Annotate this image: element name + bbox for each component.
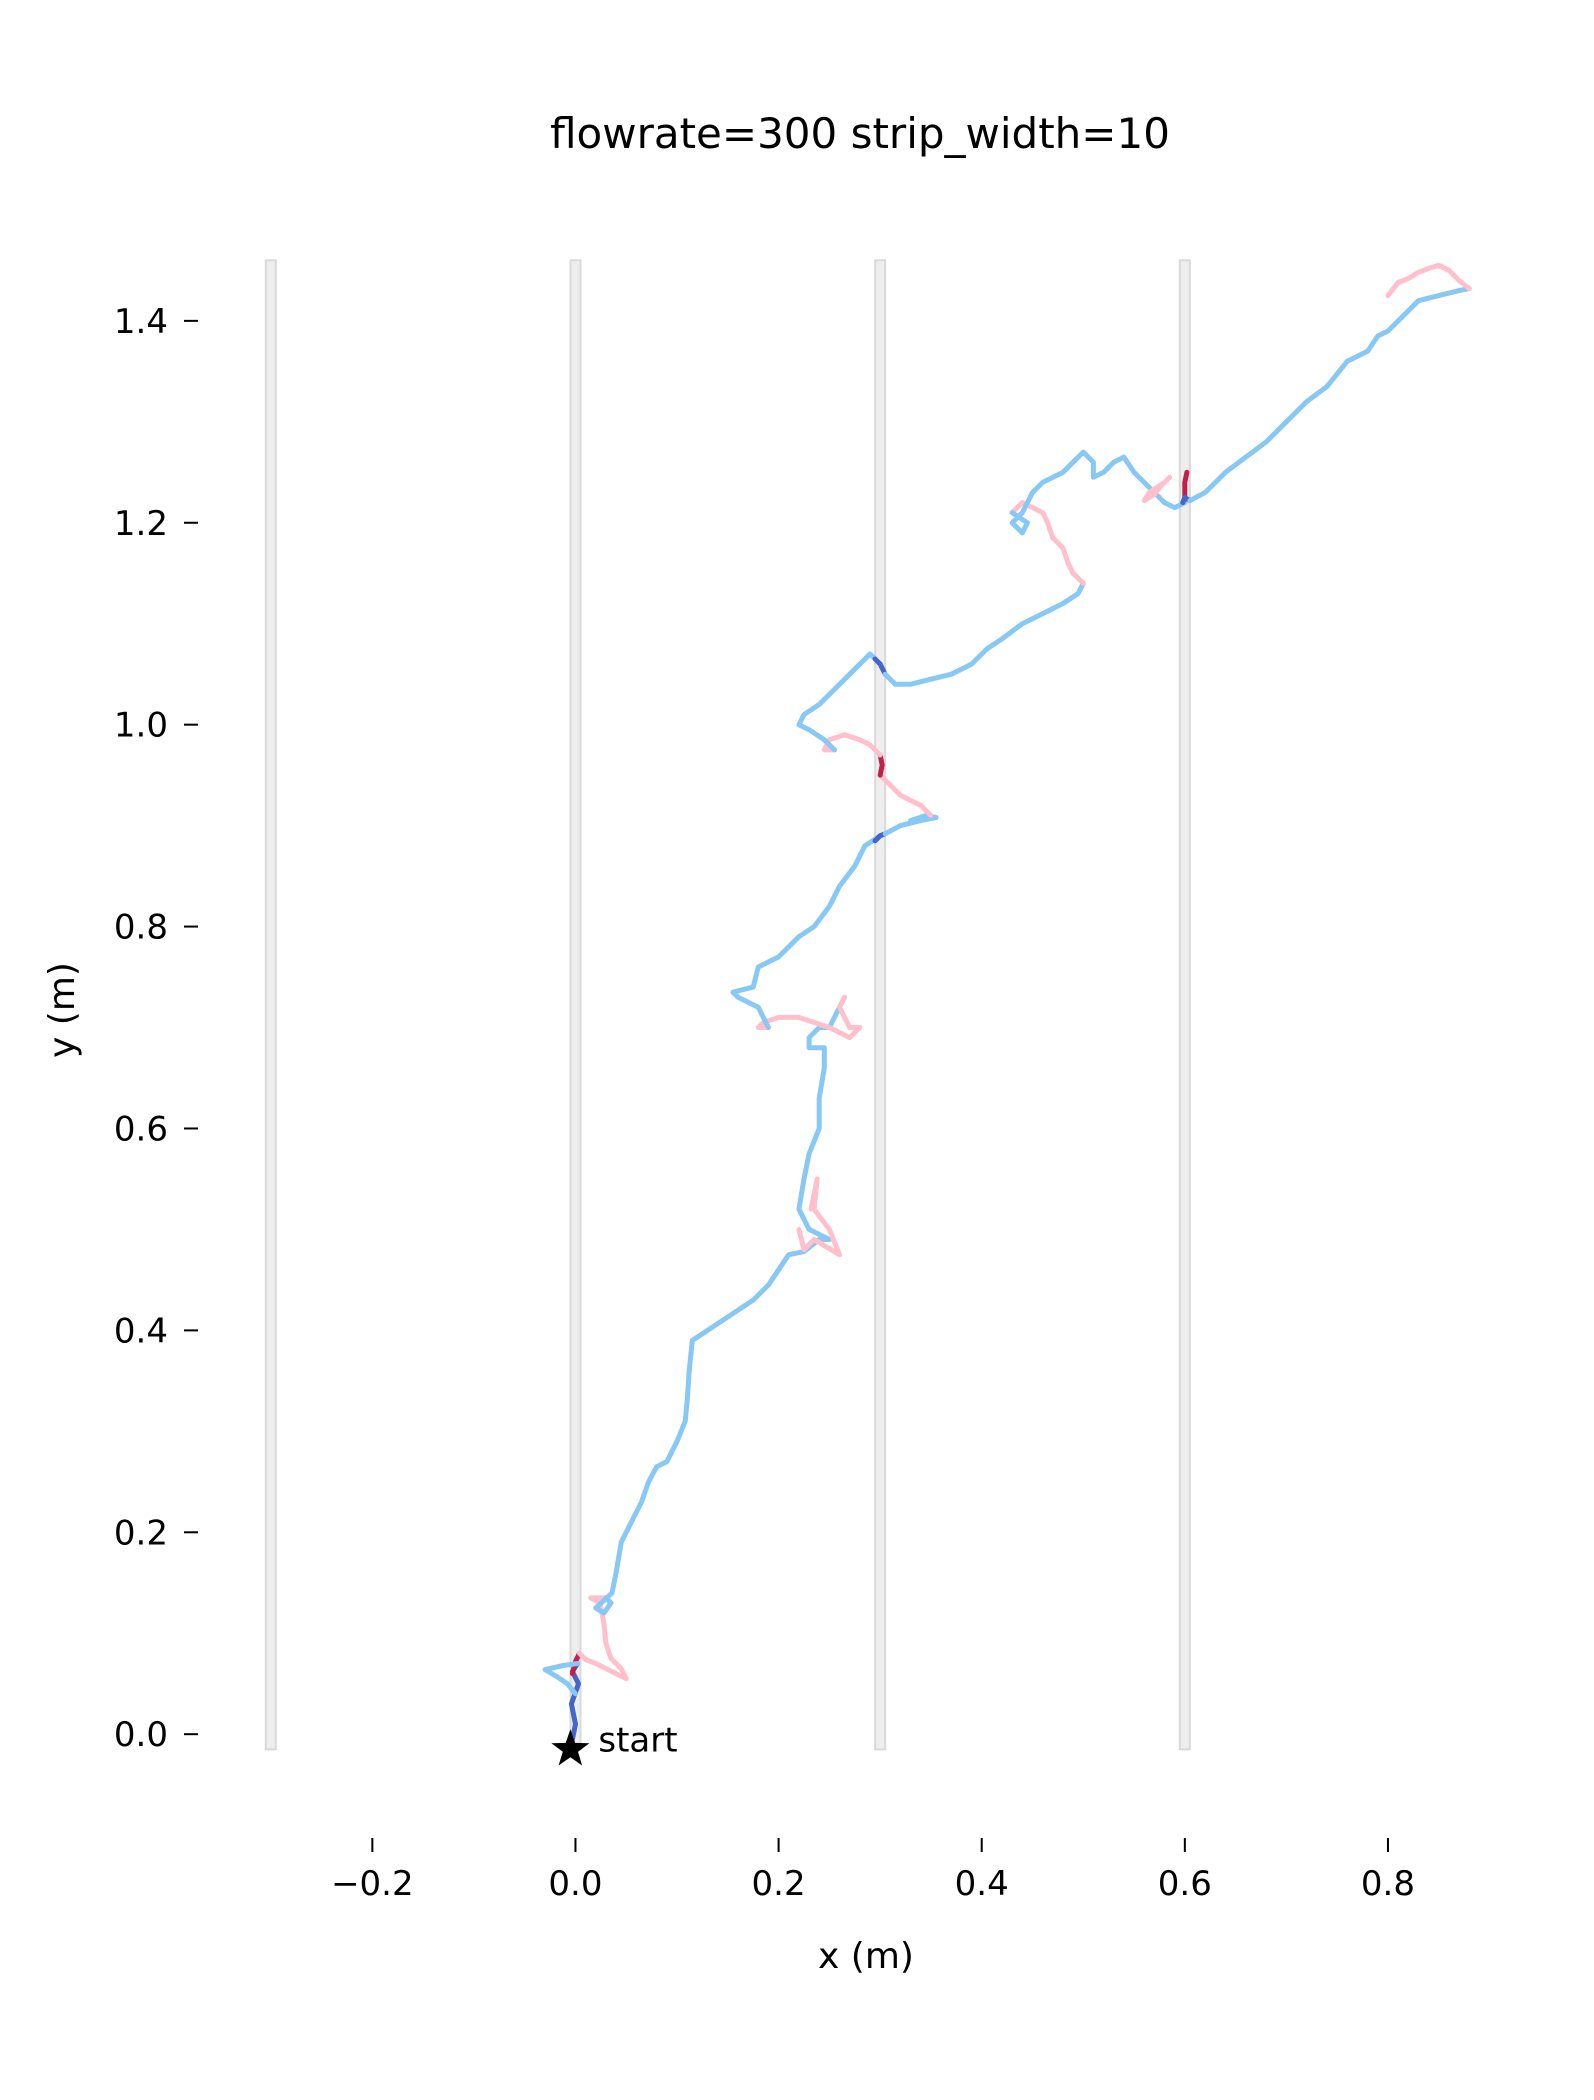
trajectory-segment-15-off_strip — [882, 580, 1086, 687]
y-tick-label-5: 1.0 — [114, 706, 168, 746]
x-tick-label-0: −0.2 — [331, 1864, 414, 1904]
y-tick-label-6: 1.2 — [114, 504, 168, 544]
x-tick-label-1: 0.0 — [548, 1864, 602, 1904]
trajectory-segment-11-on_strip_enter — [877, 752, 885, 778]
trajectory-segment-4-off_strip — [593, 994, 848, 1616]
y-tick-label-0: 0.0 — [114, 1715, 168, 1755]
trajectory-segment-12-exit_strip — [821, 732, 883, 758]
trajectory-segment-2-off_strip — [542, 1661, 580, 1697]
trajectory-segment-10-exit_strip — [877, 772, 934, 818]
trajectory-segment-17-off_strip — [1009, 449, 1188, 536]
trajectory-segment-9-off_strip — [882, 813, 939, 837]
trajectory-segment-22-exit_strip — [1385, 262, 1472, 299]
strip-3 — [1178, 259, 1191, 1751]
trajectory-segment-7-off_strip — [730, 833, 883, 1030]
y-axis: 0.0 0.2 0.4 0.6 0.8 1.0 1.2 1.4 — [114, 302, 198, 1755]
trajectory-segment-5-exit_strip — [796, 1176, 842, 1258]
y-axis-label: y (m) — [42, 962, 83, 1058]
trajectory-layer — [542, 262, 1472, 1752]
y-tick-label-7: 1.4 — [114, 302, 168, 342]
trajectory-segment-19-on_strip_enter — [1182, 469, 1190, 500]
x-axis-label: x (m) — [818, 1936, 914, 1977]
trajectory-segment-6-exit_strip — [755, 994, 863, 1041]
x-tick-label-5: 0.8 — [1361, 1864, 1415, 1904]
x-tick-label-3: 0.4 — [955, 1864, 1009, 1904]
trajectory-segment-18-exit_strip — [1141, 474, 1173, 504]
y-tick-label-1: 0.2 — [114, 1513, 168, 1553]
x-tick-label-4: 0.6 — [1158, 1864, 1212, 1904]
strip-1 — [569, 259, 582, 1751]
strip-2 — [874, 259, 887, 1751]
trajectory-segment-21-off_strip — [1187, 286, 1472, 504]
start-label: start — [598, 1720, 677, 1760]
y-tick-label-3: 0.6 — [114, 1109, 168, 1149]
x-axis: −0.2 0.0 0.2 0.4 0.6 0.8 — [331, 1838, 1415, 1904]
strip-0 — [264, 259, 277, 1751]
x-tick-label-2: 0.2 — [752, 1864, 806, 1904]
start-marker-layer: start — [551, 1720, 678, 1766]
trajectory-segment-14-on_strip_exit — [872, 656, 888, 677]
y-tick-label-2: 0.4 — [114, 1311, 168, 1351]
y-tick-label-4: 0.8 — [114, 908, 168, 948]
trajectory-segment-13-off_strip — [796, 651, 878, 753]
chart-title: flowrate=300 strip_width=10 — [550, 109, 1170, 158]
strip-layer — [264, 259, 1191, 1751]
start-star-icon — [551, 1729, 590, 1766]
